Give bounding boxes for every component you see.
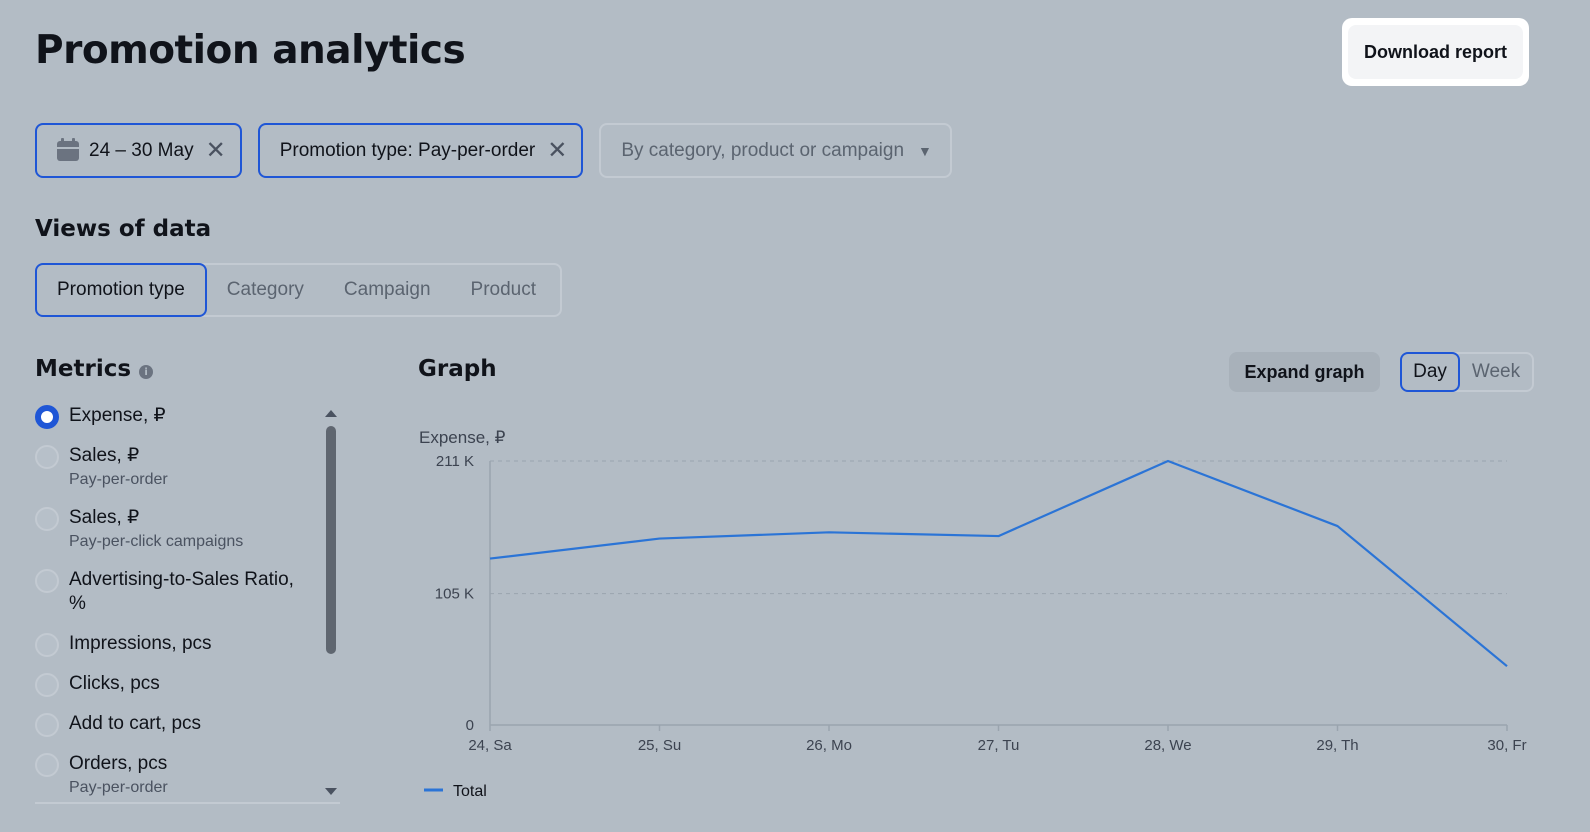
close-icon[interactable]: ✕ xyxy=(205,136,226,164)
x-tick-label: 24, Sa xyxy=(468,737,512,754)
info-icon[interactable]: i xyxy=(139,365,154,379)
x-tick-label: 29, Th xyxy=(1316,737,1358,754)
download-report-label: Download report xyxy=(1348,25,1523,79)
metric-ad-sales-ratio[interactable]: Advertising-to-Sales Ratio, % xyxy=(35,568,325,632)
promotion-type-filter-chip[interactable]: Promotion type: Pay-per-order ✕ xyxy=(257,123,584,178)
series-lines xyxy=(489,459,1508,668)
metrics-heading: Metrics i xyxy=(35,356,154,382)
scroll-down-arrow-icon[interactable] xyxy=(325,788,337,795)
y-axis-title: Expense, ₽ xyxy=(419,428,506,447)
metric-impressions[interactable]: Impressions, pcs xyxy=(35,632,325,672)
y-tick-label: 0 xyxy=(466,717,474,734)
search-dropdown[interactable]: By category, product or campaign ▼ xyxy=(599,123,952,178)
expand-graph-button[interactable]: Expand graph xyxy=(1229,352,1380,392)
metric-label: Clicks, pcs xyxy=(69,673,160,694)
radio-button[interactable] xyxy=(35,569,59,593)
x-tick-label: 26, Mo xyxy=(806,737,852,754)
date-filter-label: 24 – 30 May xyxy=(89,139,194,161)
expense-line-chart: Expense, ₽ 0 105 K 211 K 24, Sa 25, Su 26, M… xyxy=(419,428,1527,800)
metric-expense[interactable]: Expense, ₽ xyxy=(35,404,325,444)
graph-heading: Graph xyxy=(418,356,497,382)
filters-bar: 24 – 30 May ✕ Promotion type: Pay-per-or… xyxy=(35,123,952,178)
x-tick-label: 25, Su xyxy=(638,737,681,754)
series-line-total xyxy=(489,459,1508,668)
radio-button[interactable] xyxy=(35,445,59,469)
scroll-up-arrow-icon[interactable] xyxy=(325,410,337,417)
metric-sublabel: Pay-per-click campaigns xyxy=(69,533,244,550)
y-tick-labels: 0 105 K 211 K xyxy=(435,453,474,734)
metric-label: Orders, pcs xyxy=(69,753,168,774)
tab-promotion-type[interactable]: Promotion type xyxy=(35,263,207,317)
metric-label: Expense, ₽ xyxy=(69,405,166,426)
metric-label: Sales, ₽ xyxy=(69,445,140,466)
divider xyxy=(35,802,340,804)
metric-add-to-cart[interactable]: Add to cart, pcs xyxy=(35,712,325,752)
radio-button[interactable] xyxy=(35,507,59,531)
radio-button[interactable] xyxy=(35,633,59,657)
tab-category[interactable]: Category xyxy=(226,279,304,300)
chevron-down-icon: ▼ xyxy=(918,142,932,159)
grid-lines xyxy=(490,460,1507,595)
y-tick-label: 211 K xyxy=(436,453,474,470)
tab-campaign[interactable]: Campaign xyxy=(343,279,431,300)
radio-button[interactable] xyxy=(35,405,59,429)
metric-label: Impressions, pcs xyxy=(69,633,212,654)
x-tick-label: 30, Fr xyxy=(1487,737,1526,754)
metric-sales-ppo[interactable]: Sales, ₽ Pay-per-order xyxy=(35,444,325,506)
metric-label: Advertising-to-Sales Ratio, % xyxy=(69,569,294,614)
period-day-option[interactable]: Day xyxy=(1400,352,1460,392)
date-filter-chip[interactable]: 24 – 30 May ✕ xyxy=(35,123,242,178)
metric-sublabel: Pay-per-order xyxy=(69,779,168,796)
metrics-list: Expense, ₽ Sales, ₽ Pay-per-order Sales,… xyxy=(35,404,325,802)
y-tick-label: 105 K xyxy=(435,586,474,603)
promotion-type-filter-label: Promotion type: Pay-per-order xyxy=(279,139,536,161)
calendar-icon xyxy=(57,137,79,161)
metrics-heading-label: Metrics xyxy=(35,356,132,382)
views-of-data-heading: Views of data xyxy=(35,216,212,242)
period-toggle: Day Week xyxy=(1400,352,1534,392)
metric-sales-ppc[interactable]: Sales, ₽ Pay-per-click campaigns xyxy=(35,506,325,568)
chart-legend: Total xyxy=(424,783,487,800)
x-tick-labels: 24, Sa 25, Su 26, Mo 27, Tu 28, We 29, Th 30, … xyxy=(468,737,1526,754)
metric-label: Sales, ₽ xyxy=(69,507,140,528)
x-tick-label: 27, Tu xyxy=(978,737,1020,754)
scrollbar-thumb[interactable] xyxy=(326,426,336,654)
metrics-scrollbar[interactable] xyxy=(324,410,338,798)
radio-button[interactable] xyxy=(35,673,59,697)
download-report-button[interactable]: Download report xyxy=(1342,18,1529,86)
period-week-option[interactable]: Week xyxy=(1471,361,1521,382)
radio-button[interactable] xyxy=(35,753,59,777)
metric-sublabel: Pay-per-order xyxy=(69,471,168,488)
metric-clicks[interactable]: Clicks, pcs xyxy=(35,672,325,712)
close-icon[interactable]: ✕ xyxy=(547,136,568,164)
tab-product[interactable]: Product xyxy=(470,279,536,300)
legend-label: Total xyxy=(453,783,487,800)
search-dropdown-placeholder: By category, product or campaign xyxy=(621,139,905,161)
x-tick-label: 28, We xyxy=(1144,737,1191,754)
axes xyxy=(489,461,1508,731)
metric-orders[interactable]: Orders, pcs Pay-per-order xyxy=(35,752,325,802)
metric-label: Add to cart, pcs xyxy=(69,713,202,734)
radio-button[interactable] xyxy=(35,713,59,737)
views-tabs: Promotion type Category Campaign Product xyxy=(35,263,562,317)
page-title: Promotion analytics xyxy=(35,28,466,73)
